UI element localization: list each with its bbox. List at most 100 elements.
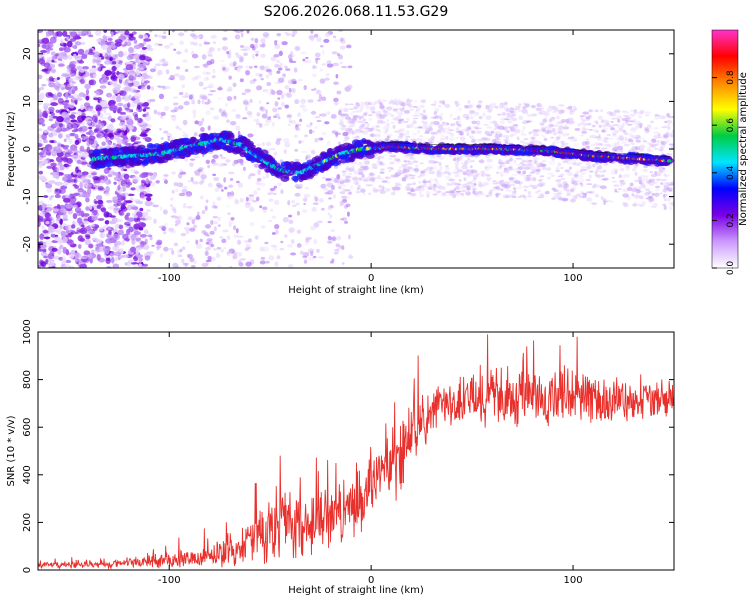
spectrogram-noise-mark (220, 156, 227, 160)
spectrogram-noise-mark (219, 154, 223, 157)
spectrogram-noise-mark (634, 146, 641, 151)
spectrogram-noise-mark (127, 259, 135, 264)
spectrogram-noise-mark (523, 166, 530, 170)
spectrogram-noise-mark (601, 174, 605, 178)
spectrogram-noise-mark (379, 171, 385, 174)
spectrogram-noise-mark (556, 128, 562, 131)
spectrogram-noise-mark (277, 67, 283, 71)
spectrogram-noise-mark (73, 177, 78, 184)
spectrogram-noise-mark (261, 113, 268, 119)
spectrogram-noise-mark (290, 239, 295, 244)
spectrogram-noise-mark (64, 92, 69, 100)
spectrogram-noise-mark (70, 231, 79, 235)
spectrogram-noise-mark (316, 36, 322, 43)
spectrogram-noise-mark (361, 174, 365, 178)
spectrogram-noise-mark (38, 53, 44, 59)
spectrogram-noise-mark (225, 159, 231, 163)
spectrogram-noise-mark (104, 52, 109, 60)
spectrogram-noise-mark (365, 184, 373, 187)
spectrogram-noise-mark (659, 115, 666, 120)
spectrogram-noise-mark (303, 251, 309, 258)
spectrogram-noise-mark (85, 95, 90, 101)
spectrogram-noise-mark (360, 101, 366, 104)
spectrogram-noise-mark (163, 130, 169, 134)
spectrogram-noise-mark (338, 178, 344, 182)
spectrogram-noise-mark (437, 125, 444, 129)
spectrogram-noise-mark (247, 196, 255, 202)
spectrogram-noise-mark (441, 100, 445, 105)
spectrogram-noise-mark (614, 130, 620, 132)
spectrogram-noise-mark (344, 115, 350, 120)
spectrogram-noise-mark (243, 101, 249, 106)
spectrogram-noise-mark (571, 195, 577, 199)
spectrogram-noise-mark (59, 218, 63, 225)
spectrogram-noise-mark (486, 176, 492, 180)
spectrogram-noise-mark (260, 256, 266, 260)
spectrogram-noise-mark (213, 176, 220, 182)
spectrogram-noise-mark (90, 212, 95, 218)
spectrogram-noise-mark (127, 193, 135, 197)
spectrogram-noise-mark (454, 161, 460, 166)
spectrogram-noise-mark (594, 170, 598, 175)
spectrogram-noise-mark (391, 115, 395, 117)
spectrogram-noise-mark (95, 91, 101, 97)
spectrogram-noise-mark (342, 170, 346, 174)
spectrogram-noise-mark (128, 70, 135, 76)
spectrogram-noise-mark (468, 103, 476, 106)
spectrogram-noise-mark (333, 251, 339, 255)
spectrogram-noise-mark (97, 199, 104, 205)
spectrogram-noise-mark (341, 196, 347, 199)
spectrogram-noise-mark (314, 52, 321, 58)
spectrogram-noise-mark (256, 85, 263, 91)
spectrogram-noise-mark (132, 256, 138, 260)
spectrogram-noise-mark (113, 251, 122, 257)
spectrogram-noise-mark (153, 65, 157, 70)
spectrogram-noise-mark (484, 137, 491, 142)
spectrogram-noise-mark (380, 168, 385, 171)
spectrogram-noise-mark (100, 77, 108, 85)
spectrogram-noise-mark (332, 62, 340, 67)
spectrogram-noise-mark (421, 125, 427, 130)
spectrogram-noise-mark (246, 30, 250, 34)
spectrogram-noise-mark (191, 30, 195, 33)
spectrogram-noise-mark (345, 196, 351, 200)
spectrogram-noise-mark (114, 41, 122, 47)
spectrogram-noise-mark (448, 132, 453, 135)
spectrogram-noise-mark (96, 133, 101, 138)
spectrogram-noise-mark (525, 103, 530, 108)
spectrogram-noise-mark (439, 137, 445, 141)
spectrogram-noise-mark (638, 148, 644, 152)
spectrogram-noise-mark (326, 59, 332, 66)
spectrogram-noise-mark (55, 156, 64, 163)
spectrogram-noise-mark (159, 128, 162, 131)
spectrogram-noise-mark (580, 171, 586, 176)
spectrogram-noise-mark (62, 236, 68, 244)
spectrogram-noise-mark (156, 245, 162, 249)
spectrogram-noise-mark (105, 258, 111, 264)
spectrogram-noise-mark (509, 107, 514, 110)
spectrogram-noise-mark (323, 183, 327, 189)
spectrogram-noise-mark (209, 107, 215, 111)
spectrogram-noise-mark (205, 71, 211, 76)
spectrogram-noise-mark (75, 55, 82, 61)
spectrogram-noise-mark (63, 117, 71, 123)
spectrogram-noise-mark (262, 206, 268, 211)
spectrogram-noise-mark (662, 168, 666, 173)
spectrogram-noise-mark (446, 182, 450, 186)
spectrogram-noise-mark (648, 143, 654, 145)
spectrogram-noise-mark (534, 191, 539, 194)
spectrogram-noise-mark (163, 222, 168, 228)
spectrogram-noise-mark (663, 174, 670, 177)
spectrogram-noise-mark (43, 62, 51, 68)
spectrogram-noise-mark (210, 55, 214, 58)
spectrogram-noise-mark (512, 187, 517, 191)
spectrogram-noise-mark (594, 146, 601, 150)
spectrogram-noise-mark (551, 105, 557, 110)
spectrogram-noise-mark (92, 58, 96, 64)
spectrogram-noise-mark (91, 115, 98, 123)
spectrogram-noise-mark (145, 177, 149, 184)
spectrogram-noise-mark (246, 102, 251, 106)
spectrogram-noise-mark (175, 125, 180, 130)
spectrogram-noise-mark (235, 52, 239, 56)
spectrogram-noise-mark (347, 167, 355, 172)
